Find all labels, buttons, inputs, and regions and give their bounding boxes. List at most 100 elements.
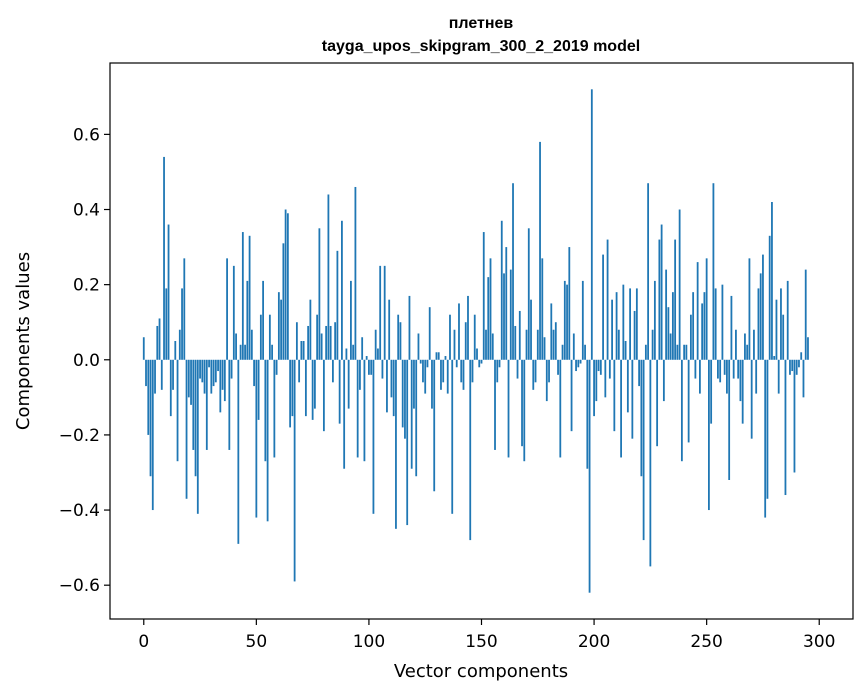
bar [599, 359, 602, 375]
bar [744, 333, 746, 360]
bar [451, 359, 454, 514]
bar [431, 359, 433, 409]
bar [683, 344, 686, 360]
bar [185, 359, 188, 499]
bar [773, 356, 776, 360]
bar [732, 359, 735, 379]
bar [708, 359, 710, 511]
bar [169, 359, 172, 417]
bar [726, 359, 728, 394]
bar [602, 254, 604, 360]
bar [361, 337, 364, 360]
bar [388, 299, 391, 360]
bar [530, 299, 532, 360]
bar [789, 359, 791, 375]
bar [151, 359, 154, 511]
bar [494, 359, 496, 450]
bar [536, 329, 539, 360]
bar [780, 288, 782, 360]
bar [453, 329, 456, 360]
bar [176, 359, 179, 462]
bar [692, 292, 695, 360]
bar [777, 359, 780, 394]
bar [766, 359, 769, 499]
bar [462, 359, 465, 390]
bar [721, 284, 724, 360]
bar [768, 235, 771, 360]
bar [390, 359, 393, 398]
bar [428, 307, 431, 360]
bar [228, 359, 231, 450]
bar [437, 352, 440, 360]
bar [694, 359, 697, 379]
bar [671, 292, 674, 360]
bar [230, 359, 233, 379]
bar [667, 307, 670, 360]
bar [509, 269, 512, 360]
bar [750, 359, 753, 439]
bar [253, 359, 255, 387]
bar [543, 337, 546, 360]
bar [644, 344, 647, 360]
bar [635, 288, 638, 360]
bar [505, 247, 508, 360]
bar [719, 359, 722, 383]
bar [302, 341, 305, 360]
bar [507, 359, 510, 458]
bar [293, 359, 296, 582]
bar [212, 359, 215, 387]
bar [642, 359, 645, 541]
bar [615, 292, 618, 360]
bar [563, 280, 566, 360]
bar [588, 359, 591, 593]
bar [802, 359, 805, 398]
y-tick-label: 0.6 [73, 125, 100, 145]
plot-frame [109, 62, 854, 620]
bar [710, 359, 713, 424]
bar [793, 359, 796, 473]
bar [158, 318, 161, 360]
bar [795, 359, 798, 375]
bar [651, 329, 654, 360]
bar [717, 359, 719, 379]
bar [271, 344, 274, 360]
bar [554, 322, 557, 360]
bar [467, 295, 469, 360]
bar [172, 359, 174, 390]
bar [156, 325, 159, 360]
bar [800, 352, 803, 360]
bar [498, 359, 501, 368]
bar [280, 299, 283, 360]
bar [626, 359, 629, 413]
bar [527, 228, 530, 360]
bar [352, 344, 355, 360]
bar [590, 89, 593, 360]
bar [557, 359, 559, 375]
bar [273, 359, 276, 458]
bar [295, 322, 298, 360]
bar [755, 359, 758, 394]
bar [485, 329, 487, 360]
bar [807, 337, 809, 360]
bar [660, 224, 663, 360]
bar [210, 359, 213, 394]
bar [354, 186, 357, 360]
bar [653, 280, 656, 360]
bar [300, 341, 303, 360]
bar [460, 359, 463, 383]
bar [775, 299, 778, 360]
bar [334, 322, 337, 360]
bar [521, 359, 523, 447]
bar [313, 359, 316, 409]
y-tick-label: −0.6 [59, 576, 100, 596]
bar [633, 310, 636, 360]
bar [147, 359, 150, 435]
bar [631, 359, 634, 439]
bar [525, 329, 528, 360]
bar [275, 359, 278, 375]
bar [365, 356, 368, 360]
bar [559, 359, 562, 458]
x-tick-label: 150 [465, 632, 497, 652]
y-tick-label: 0.0 [73, 351, 100, 371]
